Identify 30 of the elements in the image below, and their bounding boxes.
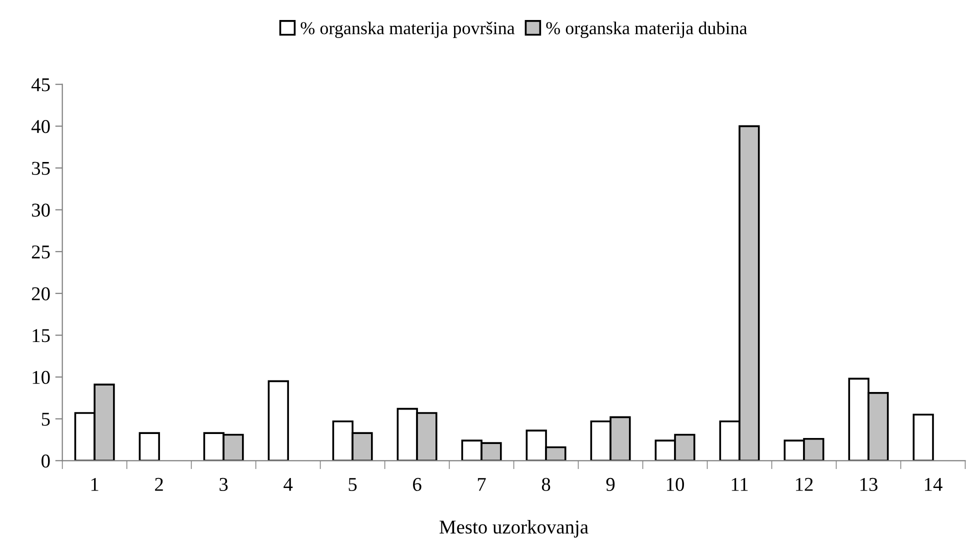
x-tick-label: 2 — [155, 478, 163, 491]
bar — [268, 380, 289, 461]
x-tick-label: 4 — [284, 478, 293, 491]
x-tick-label: 10 — [667, 478, 684, 491]
y-tick-label: 35 — [32, 162, 50, 175]
x-tick-label: 14 — [924, 478, 942, 491]
y-tick-label: 10 — [32, 370, 50, 384]
x-tick-label: 11 — [732, 478, 748, 491]
x-tick-label: 1 — [91, 478, 98, 491]
x-tick-label: 13 — [860, 478, 878, 491]
x-tick-label: 12 — [796, 478, 813, 491]
x-tick-label: 6 — [413, 478, 422, 491]
y-tick-label: 30 — [32, 204, 50, 217]
legend-label: % organska materija površina — [300, 22, 515, 38]
y-tick-label: 0 — [42, 454, 50, 468]
bar — [912, 414, 934, 461]
x-tick-label: 8 — [542, 478, 550, 491]
y-tick-label: 5 — [42, 412, 50, 426]
x-tick-label: 5 — [348, 478, 357, 491]
y-tick-label: 20 — [32, 287, 50, 300]
y-tick-label: 40 — [31, 120, 50, 134]
y-tick-label: 15 — [32, 329, 50, 342]
x-tick-label: 3 — [220, 478, 228, 491]
x-tick-label: 7 — [478, 478, 486, 491]
bar — [138, 432, 160, 461]
x-axis-title: Mesto uzorkovanja — [440, 520, 588, 538]
x-tick-label: 9 — [606, 478, 615, 491]
y-tick-label: 45 — [31, 78, 50, 92]
legend-label: % organska materija dubina — [546, 22, 748, 38]
y-tick-label: 25 — [32, 245, 50, 259]
